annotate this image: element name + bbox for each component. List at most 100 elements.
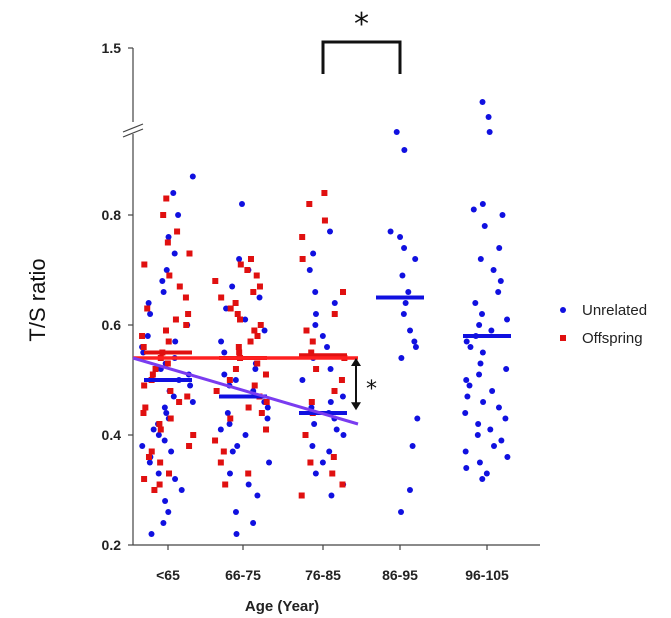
unrelated-point [229, 283, 236, 290]
double-arrow-star: * [366, 377, 377, 402]
offspring-point [151, 487, 158, 493]
offspring-point [257, 322, 264, 328]
offspring-point [309, 338, 316, 345]
unrelated-point [476, 459, 483, 466]
unrelated-point [223, 305, 230, 312]
unrelated-point [144, 333, 151, 339]
unrelated-point [401, 147, 408, 153]
offspring-point [182, 294, 189, 301]
unrelated-point [407, 327, 414, 334]
unrelated-point [495, 404, 502, 411]
offspring-point [256, 283, 263, 290]
offspring-point [247, 256, 254, 262]
unrelated-point [398, 355, 405, 361]
offspring-point [251, 327, 258, 334]
arrow-head-down [351, 402, 361, 411]
unrelated-point [401, 245, 408, 251]
unrelated-point [150, 426, 157, 433]
unrelated-point [232, 509, 239, 515]
offspring-point [247, 338, 254, 345]
unrelated-point [327, 399, 334, 405]
offspring-point [331, 311, 338, 317]
offspring-point [220, 448, 227, 455]
unrelated-point [165, 509, 172, 515]
unrelated-point [264, 404, 271, 411]
offspring-point [152, 366, 159, 372]
unrelated-point [399, 272, 406, 279]
offspring-point [263, 399, 270, 405]
offspring-point [313, 366, 320, 372]
unrelated-point [479, 201, 486, 207]
unrelated-point [477, 256, 484, 262]
offspring-point [307, 459, 314, 466]
x-tick-label: 86-95 [382, 567, 418, 583]
offspring-point [213, 388, 220, 394]
offspring-point [140, 344, 147, 350]
unrelated-point [319, 333, 326, 339]
offspring-point [245, 470, 252, 477]
y-tick-label: 1.5 [102, 40, 122, 56]
offspring-point [141, 476, 148, 482]
offspring-point [299, 234, 306, 240]
unrelated-point [340, 432, 347, 438]
unrelated-point [504, 454, 511, 460]
unrelated-point [161, 404, 168, 411]
offspring-point [232, 300, 239, 306]
unrelated-point [464, 393, 471, 400]
unrelated-point [490, 267, 497, 273]
axes: 0.2 0.4 0.6 0.8 1.5 <65 66-75 76-85 86-95 96-105 [102, 40, 540, 583]
offspring-point [338, 377, 345, 383]
unrelated-point [405, 289, 412, 295]
offspring-point [176, 283, 183, 290]
unrelated-point [409, 443, 416, 449]
unrelated-point [172, 338, 179, 345]
unrelated-point [327, 228, 334, 235]
unrelated-point [168, 448, 175, 455]
unrelated-point [311, 421, 318, 427]
unrelated-point [238, 201, 245, 207]
offspring-point [141, 382, 148, 389]
unrelated-point [250, 520, 257, 526]
unrelated-point [242, 432, 249, 438]
unrelated-point [411, 338, 418, 345]
offspring-point [141, 261, 148, 268]
offspring-point [218, 294, 225, 301]
unrelated-point [163, 267, 170, 273]
unrelated-point [466, 382, 473, 389]
unrelated-point [479, 99, 486, 105]
unrelated-point [310, 250, 317, 257]
unrelated-point [502, 415, 509, 422]
offspring-point [303, 327, 310, 334]
unrelated-point [472, 300, 479, 306]
offspring-point [156, 421, 163, 427]
y-tick-label: 0.8 [102, 207, 122, 223]
offspring-point [339, 481, 346, 488]
offspring-point [157, 426, 164, 433]
unrelated-point [463, 465, 470, 471]
unrelated-point [172, 476, 179, 482]
offspring-point [331, 388, 338, 394]
unrelated-point [387, 228, 394, 235]
legend-label: Offspring [582, 330, 643, 347]
significance-star: * [354, 7, 369, 42]
unrelated-point [236, 256, 243, 262]
unrelated-point [477, 360, 484, 367]
offspring-point [251, 382, 258, 389]
unrelated-point [402, 300, 409, 306]
unrelated-point [233, 531, 240, 537]
offspring-point [212, 278, 219, 284]
unrelated-point [155, 432, 162, 438]
unrelated-point [414, 415, 421, 422]
offspring-point [308, 399, 315, 405]
legend-swatch-unrelated [560, 307, 566, 313]
offspring-point [183, 322, 190, 328]
unrelated-point [485, 114, 492, 120]
offspring-point [157, 459, 164, 466]
unrelated-point [495, 289, 502, 295]
offspring-point [139, 333, 146, 339]
offspring-point [321, 217, 328, 224]
unrelated-point [171, 250, 178, 257]
trend-lines [132, 356, 359, 426]
unrelated-point [162, 498, 169, 504]
offspring-point [254, 333, 261, 339]
